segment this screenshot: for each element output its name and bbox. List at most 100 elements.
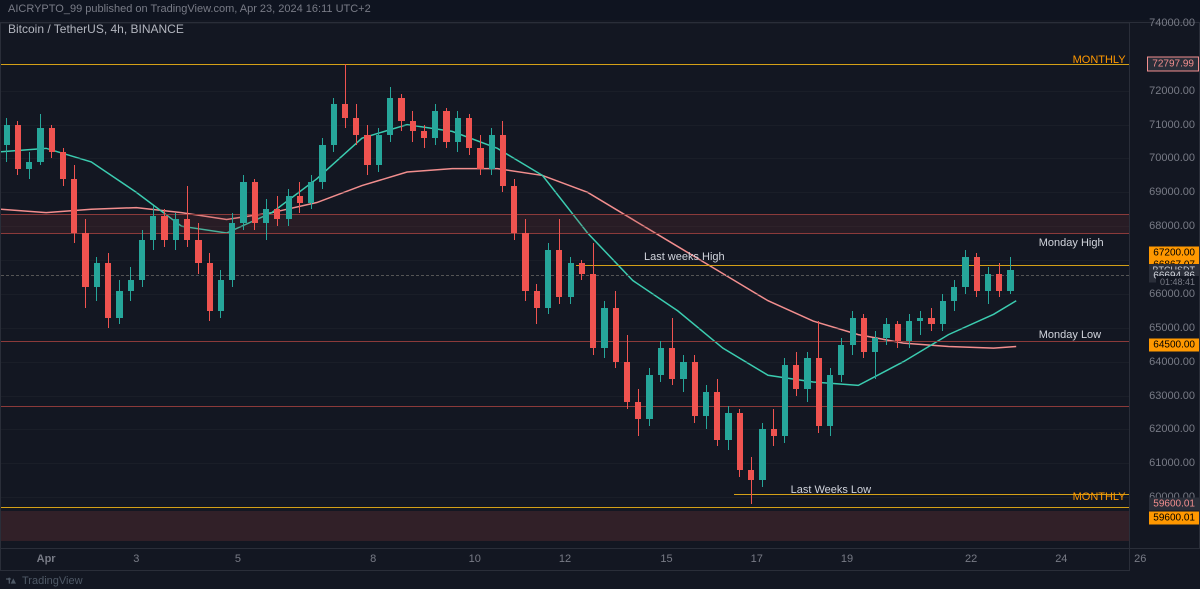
candle-body	[60, 152, 66, 179]
x-tick: 5	[235, 553, 241, 565]
candle-body	[1007, 270, 1013, 290]
ma-overlay	[1, 23, 1129, 548]
candle-body	[895, 324, 901, 341]
chart-annotation: MONTHLY	[1073, 54, 1126, 66]
candle-body	[421, 131, 427, 138]
candle-body	[658, 348, 664, 375]
candle-body	[974, 257, 980, 291]
candle-body	[940, 301, 946, 325]
candle-body	[748, 470, 754, 480]
candle-body	[71, 179, 77, 233]
x-tick: 19	[841, 553, 853, 565]
candle-body	[410, 121, 416, 131]
candle-body	[308, 182, 314, 202]
candle-body	[94, 263, 100, 287]
candle-body	[229, 223, 235, 281]
x-tick: 10	[469, 553, 481, 565]
candle-body	[613, 308, 619, 362]
candle-body	[443, 111, 449, 141]
x-tick: 26	[1134, 553, 1146, 565]
candle-body	[624, 362, 630, 403]
price-tag: 01:48:41	[1156, 276, 1199, 288]
candle-body	[376, 135, 382, 165]
candle-body	[601, 308, 607, 349]
candle-body	[804, 358, 810, 388]
candle-body	[319, 145, 325, 182]
x-tick: 15	[660, 553, 672, 565]
candle-body	[207, 263, 213, 310]
candle-body	[184, 219, 190, 239]
candle-body	[714, 392, 720, 439]
candle-body	[793, 365, 799, 389]
candle-body	[161, 216, 167, 240]
candle-body	[962, 257, 968, 287]
horizontal-line	[1, 233, 1129, 234]
price-zone	[1, 214, 1129, 233]
candle-body	[646, 375, 652, 419]
horizontal-line	[1, 275, 1129, 276]
tradingview-icon	[6, 575, 18, 587]
chart-area[interactable]: MONTHLYMonday HighLast weeks HighMonday …	[0, 22, 1130, 549]
chart-annotation: MONTHLY	[1073, 491, 1126, 503]
candle-body	[150, 216, 156, 240]
x-tick: 3	[133, 553, 139, 565]
candle-body	[568, 263, 574, 297]
candle-body	[398, 98, 404, 122]
y-tick: 74000.00	[1149, 17, 1195, 29]
candle-body	[195, 240, 201, 264]
candle-body	[252, 182, 258, 223]
y-tick: 64000.00	[1149, 356, 1195, 368]
candle-body	[82, 233, 88, 287]
y-tick: 62000.00	[1149, 423, 1195, 435]
y-axis[interactable]: 74000.0072000.0071000.0070000.0069000.00…	[1130, 22, 1200, 549]
candle-body	[240, 182, 246, 223]
candle-body	[850, 318, 856, 345]
candle-body	[297, 196, 303, 203]
candle-body	[331, 104, 337, 145]
y-tick: 65000.00	[1149, 322, 1195, 334]
candle-body	[816, 358, 822, 426]
candle-body	[432, 111, 438, 138]
candle-body	[703, 392, 709, 416]
candle-body	[49, 128, 55, 152]
candle-body	[274, 209, 280, 219]
x-axis[interactable]: Apr3581012151719222426	[0, 549, 1130, 571]
candle-body	[951, 287, 957, 301]
y-tick: 72000.00	[1149, 85, 1195, 97]
candle-body	[635, 402, 641, 419]
candle-body	[985, 274, 991, 291]
candle-body	[466, 118, 472, 148]
candle-body	[511, 186, 517, 233]
candle-body	[725, 413, 731, 440]
x-tick: 12	[559, 553, 571, 565]
y-tick: 70000.00	[1149, 152, 1195, 164]
y-tick: 71000.00	[1149, 119, 1195, 131]
candle-body	[477, 148, 483, 168]
candle-body	[364, 135, 370, 165]
candle-body	[489, 135, 495, 169]
candle-body	[590, 274, 596, 349]
candle-body	[522, 233, 528, 291]
candle-body	[545, 250, 551, 308]
chart-annotation: Last weeks High	[644, 251, 725, 263]
x-tick: 22	[965, 553, 977, 565]
chart-annotation: Last Weeks Low	[791, 484, 872, 496]
candle-body	[139, 240, 145, 281]
horizontal-line	[1, 507, 1129, 508]
candle-body	[782, 365, 788, 436]
candle-body	[827, 375, 833, 426]
candle-body	[15, 125, 21, 169]
candle-body	[455, 118, 461, 142]
candle-body	[737, 413, 743, 471]
candle-body	[996, 274, 1002, 291]
candle-body	[263, 209, 269, 223]
horizontal-line	[576, 265, 1129, 266]
candle-body	[861, 318, 867, 352]
publish-text: AICRYPTO_99 published on TradingView.com…	[8, 3, 371, 15]
candle-body	[579, 263, 585, 273]
candle-body	[692, 362, 698, 416]
horizontal-line	[1, 64, 1129, 65]
y-tick: 68000.00	[1149, 220, 1195, 232]
candle-body	[500, 135, 506, 186]
price-tag: 72797.99	[1147, 56, 1199, 71]
